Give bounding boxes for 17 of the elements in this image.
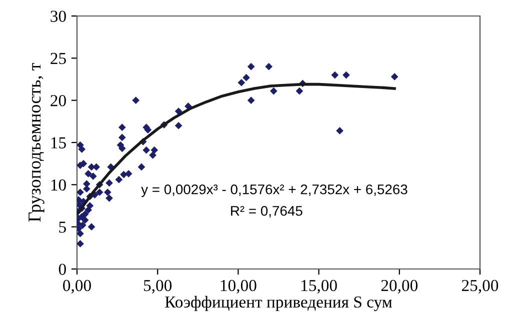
x-tick-label: 25,00 (462, 280, 498, 294)
y-tick-label: 5 (59, 222, 66, 233)
x-axis-title: Коэффициент приведения S сум (165, 296, 392, 312)
x-tick-label: 20,00 (381, 280, 418, 294)
y-tick-label: 10 (51, 179, 66, 191)
x-tick-label: 5,00 (144, 280, 172, 294)
y-tick-label: 20 (50, 95, 66, 106)
y-tick-label: 30 (50, 10, 66, 22)
y-tick-label: 0 (58, 264, 66, 275)
y-tick-label: 25 (50, 52, 66, 64)
x-tick-label: 10,00 (220, 280, 256, 294)
y-axis-title: Грузоподъемность, т (28, 63, 44, 222)
annotation: R² = 0,7645 (231, 206, 302, 218)
y-tick-label: 15 (51, 137, 66, 148)
x-tick-label: 15,00 (302, 280, 337, 294)
x-tick-label: 0,00 (63, 280, 91, 294)
annotation: y = 0,0029x³ - 0,1576x² + 2,7352x + 6,5263 (141, 184, 408, 198)
